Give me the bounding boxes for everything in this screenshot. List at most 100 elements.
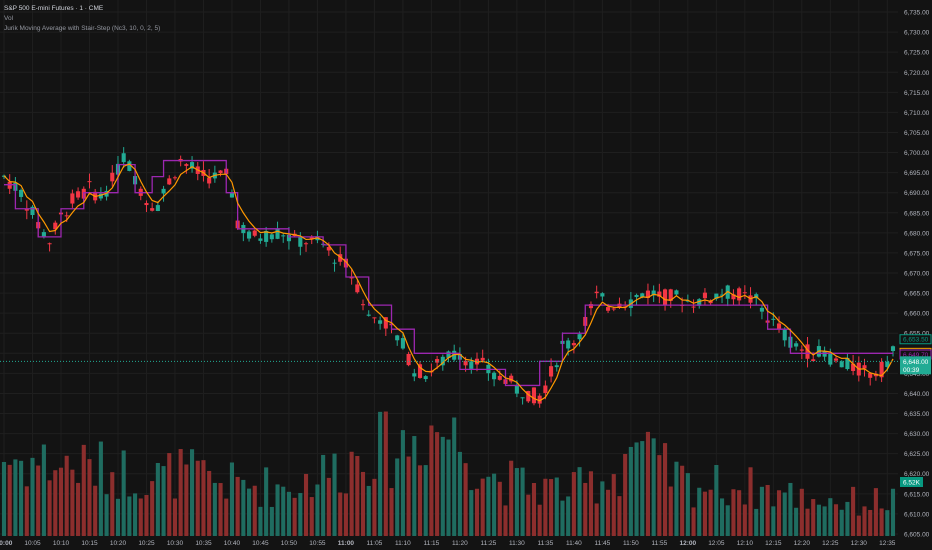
candle-body — [64, 215, 69, 217]
volume-bar — [634, 442, 639, 536]
volume-bars — [1, 411, 896, 536]
jurik-ma-line — [3, 163, 894, 402]
candle-body — [246, 231, 252, 239]
price-axis[interactable]: 6,605.00 6,610.00 6,615.00 6,620.00 6,625.00… — [904, 10, 930, 539]
volume-bar — [799, 488, 804, 536]
x-tick-label: 11:30 — [509, 540, 525, 547]
x-tick-label: 12:20 — [794, 540, 811, 547]
candle-body — [440, 356, 445, 366]
candle-body — [435, 359, 440, 363]
candle-body — [885, 361, 890, 367]
candle-body — [326, 247, 331, 251]
y-tick-label: 6,625.00 — [904, 451, 930, 458]
volume-bar — [674, 461, 679, 536]
candle-body — [879, 361, 884, 378]
volume-legend[interactable]: Vol — [4, 15, 14, 22]
volume-bar — [509, 460, 514, 536]
candle-body — [651, 290, 656, 296]
candle-body — [286, 234, 291, 242]
candle-body — [229, 192, 235, 198]
volume-bar — [537, 504, 542, 536]
volume-bar — [725, 505, 730, 536]
volume-bar — [423, 465, 428, 536]
time-axis[interactable]: 10:00 10:05 10:10 10:15 10:20 10:25 10:30 10:35… — [0, 540, 896, 547]
volume-bar — [343, 493, 348, 536]
volume-bar — [161, 466, 166, 536]
volume-bar — [811, 499, 816, 536]
volume-bar — [845, 501, 850, 536]
volume-bar — [47, 480, 52, 536]
volume-bar — [873, 488, 878, 536]
volume-bar — [115, 498, 121, 536]
indicator-legend[interactable]: Jurik Moving Average with Stair-Step (Nc… — [4, 25, 161, 32]
volume-bar — [822, 506, 827, 536]
volume-bar — [121, 450, 126, 536]
volume-bar — [714, 465, 719, 536]
volume-bar — [201, 460, 206, 536]
volume-bar — [782, 492, 787, 536]
volume-bar — [133, 493, 138, 536]
volume-bar — [246, 488, 252, 536]
candle-body — [24, 208, 29, 211]
candle-body — [172, 177, 178, 179]
volume-bar — [218, 483, 223, 536]
x-tick-label: 11:35 — [537, 540, 553, 547]
current-price-label: 6,648.00 — [903, 359, 929, 366]
volume-bar — [110, 472, 115, 536]
candle-body — [87, 181, 92, 183]
volume-bar — [440, 436, 445, 536]
candle-body — [76, 191, 81, 198]
x-tick-label: 10:30 — [167, 540, 184, 547]
symbol-title[interactable]: S&P 500 E-mini Futures · 1 · CME — [4, 5, 104, 12]
candle-body — [423, 376, 428, 380]
volume-bar — [98, 441, 103, 536]
volume-bar — [212, 482, 217, 536]
volume-bar — [697, 487, 702, 536]
candle-body — [355, 284, 360, 293]
candle-body — [469, 361, 474, 369]
volume-bar — [571, 472, 576, 536]
volume-bar — [252, 485, 257, 536]
chart-grid — [0, 0, 898, 536]
volume-bar — [788, 482, 793, 536]
volume-bar — [309, 497, 314, 536]
x-tick-label: 12:15 — [765, 540, 782, 547]
x-tick-label: 12:30 — [851, 540, 868, 547]
candle-body — [890, 346, 896, 351]
volume-bar — [577, 467, 582, 536]
candle-body — [554, 365, 559, 368]
candle-body — [759, 307, 764, 312]
chart-legend: S&P 500 E-mini Futures · 1 · CME Vol Jur… — [4, 4, 160, 34]
volume-bar — [851, 486, 856, 536]
x-tick-label: 11:10 — [395, 540, 411, 547]
y-tick-label: 6,680.00 — [904, 230, 930, 237]
volume-bar — [742, 504, 747, 536]
x-tick-label: 11:15 — [424, 540, 440, 547]
volume-bar — [594, 503, 599, 536]
candle-body — [697, 299, 702, 306]
volume-bar — [58, 467, 64, 536]
x-tick-label: 12:25 — [822, 540, 839, 547]
volume-bar — [719, 498, 725, 536]
volume-bar — [138, 498, 143, 536]
volume-bar — [645, 431, 651, 536]
volume-bar — [87, 459, 92, 536]
candle-body — [338, 254, 343, 262]
candle-body — [566, 340, 571, 349]
x-tick-label: 10:45 — [252, 540, 269, 547]
volume-bar — [275, 484, 280, 536]
volume-bar — [338, 492, 343, 536]
volume-bar — [879, 508, 884, 536]
volume-bar — [856, 515, 861, 536]
candle-body — [184, 164, 189, 166]
price-tags: 6,653.506,650.116,649.706,648.0000:396.5… — [899, 334, 932, 487]
x-tick-label: 11:05 — [367, 540, 383, 547]
candle-body — [577, 334, 582, 340]
volume-bar — [566, 496, 571, 536]
volume-bar — [417, 465, 423, 536]
candle-body — [851, 363, 856, 371]
y-tick-label: 6,620.00 — [904, 471, 930, 478]
volume-bar — [474, 488, 480, 536]
x-tick-label: 11:45 — [594, 540, 610, 547]
